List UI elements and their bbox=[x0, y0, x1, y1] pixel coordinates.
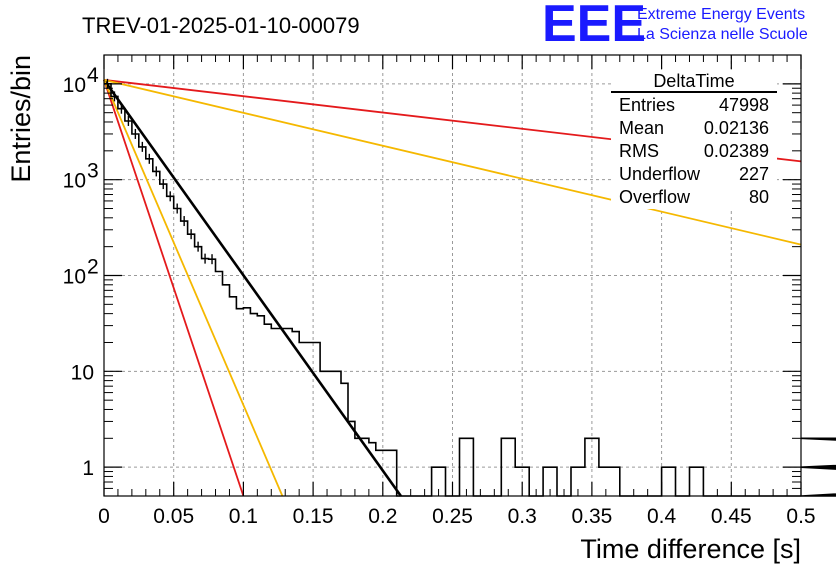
x-tick-label: 0.35 bbox=[571, 505, 612, 528]
stats-title: DeltaTime bbox=[653, 71, 734, 91]
stats-label: Underflow bbox=[619, 164, 701, 184]
eee-logo: EEE Extreme Energy Events La Scienza nel… bbox=[542, 0, 808, 53]
stats-label: Overflow bbox=[619, 187, 691, 207]
x-tick-label: 0.3 bbox=[508, 505, 537, 528]
x-tick-label: 0 bbox=[98, 505, 110, 528]
x-axis-title: Time difference [s] bbox=[580, 534, 801, 564]
stats-value: 0.02389 bbox=[704, 141, 769, 161]
y-tick-label: 10 bbox=[71, 361, 94, 384]
histogram bbox=[104, 78, 836, 497]
fit-line-5 bbox=[103, 79, 802, 246]
stats-label: Entries bbox=[619, 95, 675, 115]
stats-label: RMS bbox=[619, 141, 659, 161]
y-tick-label: 10 bbox=[63, 74, 86, 97]
stats-box: DeltaTime Entries 47998 Mean 0.02136 RMS 0.02… bbox=[611, 71, 777, 209]
stats-value: 227 bbox=[739, 164, 769, 184]
y-tick-exponent: 2 bbox=[87, 256, 99, 279]
y-tick-label: 10 bbox=[63, 170, 86, 193]
x-tick-label: 0.15 bbox=[293, 505, 334, 528]
y-tick-exponent: 3 bbox=[87, 160, 99, 183]
y-axis-title: Entries/bin bbox=[6, 55, 36, 183]
x-tick-label: 0.4 bbox=[647, 505, 677, 528]
x-tick-label: 0.25 bbox=[432, 505, 473, 528]
logo-line-1: Extreme Energy Events bbox=[637, 6, 805, 23]
y-tick-label: 1 bbox=[82, 457, 94, 480]
fit-line-2 bbox=[103, 79, 245, 497]
fit-line-3 bbox=[103, 79, 284, 497]
chart-title: TREV-01-2025-01-10-00079 bbox=[82, 13, 360, 38]
fit-line-1 bbox=[102, 79, 402, 497]
stats-label: Mean bbox=[619, 118, 664, 138]
x-tick-label: 0.2 bbox=[368, 505, 397, 528]
stats-value: 47998 bbox=[719, 95, 769, 115]
x-tick-label: 0.05 bbox=[153, 505, 194, 528]
stats-value: 0.02136 bbox=[704, 118, 769, 138]
histogram-outline bbox=[104, 83, 836, 497]
y-tick-label: 10 bbox=[63, 266, 86, 289]
x-tick-label: 0.1 bbox=[229, 505, 258, 528]
stats-value: 80 bbox=[749, 187, 769, 207]
logo-line-2: La Scienza nelle Scuole bbox=[637, 26, 808, 43]
y-tick-exponent: 4 bbox=[87, 64, 99, 87]
x-tick-label: 0.5 bbox=[786, 505, 815, 528]
x-tick-label: 0.45 bbox=[711, 505, 752, 528]
logo-letters: EEE bbox=[542, 0, 646, 53]
axes: 0 0.05 0.1 0.15 0.2 0.25 0.3 0.35 0.4 0.45 0.5 1 10 1… bbox=[63, 54, 816, 528]
